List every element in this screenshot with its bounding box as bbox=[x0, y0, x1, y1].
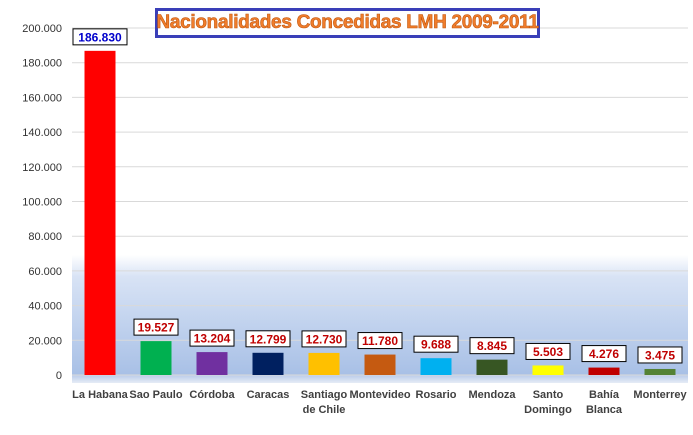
data-label: 11.780 bbox=[357, 332, 403, 350]
bar bbox=[308, 352, 340, 375]
y-tick-label: 60.000 bbox=[28, 266, 62, 278]
data-label-text: 13.204 bbox=[194, 332, 231, 346]
x-tick-label: Santiago bbox=[301, 389, 348, 401]
data-label-box bbox=[301, 330, 347, 348]
bars bbox=[84, 50, 676, 376]
x-tick-label: Monterrey bbox=[633, 389, 687, 401]
data-label-text: 186.830 bbox=[78, 30, 122, 44]
chart-title: Nacionalidades Concedidas LMH 2009-2011 bbox=[156, 12, 539, 34]
bar bbox=[196, 352, 228, 375]
data-label-box bbox=[581, 345, 627, 363]
data-label-box bbox=[245, 330, 291, 348]
data-label: 186.830 bbox=[72, 28, 128, 46]
data-label-box bbox=[133, 318, 179, 336]
data-label-box bbox=[469, 337, 515, 355]
data-label-box bbox=[357, 332, 403, 350]
x-tick-label: La Habana bbox=[72, 389, 129, 401]
x-tick-label: Sao Paulo bbox=[129, 389, 182, 401]
data-label-box bbox=[72, 28, 128, 46]
y-tick-label: 80.000 bbox=[28, 231, 62, 243]
y-tick-label: 100.000 bbox=[22, 197, 62, 209]
bar bbox=[588, 367, 620, 375]
x-tick-label: Blanca bbox=[586, 404, 623, 416]
bar bbox=[644, 368, 676, 375]
chart-title-box: Nacionalidades Concedidas LMH 2009-2011 bbox=[155, 8, 540, 38]
x-tick-label: Mendoza bbox=[468, 389, 516, 401]
x-tick-label: Córdoba bbox=[189, 389, 235, 401]
data-label: 5.503 bbox=[525, 342, 571, 360]
x-tick-label: Caracas bbox=[247, 389, 290, 401]
data-label-text: 4.276 bbox=[589, 347, 619, 361]
data-label-text: 8.845 bbox=[477, 339, 507, 353]
x-tick-label: Montevideo bbox=[349, 389, 410, 401]
bar bbox=[140, 341, 172, 375]
data-label-box bbox=[525, 342, 571, 360]
y-axis: 0 20.000 40.000 60.000 80.000 100.000 120.000 1… bbox=[22, 23, 62, 382]
data-labels: 186.830 19.527 13.204 12.799 12.730 11.780 9.6… bbox=[72, 28, 683, 364]
data-label-text: 9.688 bbox=[421, 338, 451, 352]
y-tick-label: 140.000 bbox=[22, 127, 62, 139]
y-tick-label: 40.000 bbox=[28, 301, 62, 313]
y-tick-label: 200.000 bbox=[22, 23, 62, 35]
data-label-text: 5.503 bbox=[533, 345, 563, 359]
bar bbox=[84, 50, 116, 376]
data-label: 4.276 bbox=[581, 345, 627, 363]
data-label: 9.688 bbox=[413, 335, 459, 353]
data-label-text: 3.475 bbox=[645, 348, 675, 362]
bar bbox=[476, 359, 508, 375]
data-label: 12.730 bbox=[301, 330, 347, 348]
x-tick-label: Santo bbox=[533, 389, 564, 401]
x-tick-label: de Chile bbox=[303, 404, 346, 416]
bar bbox=[252, 352, 284, 375]
y-tick-label: 180.000 bbox=[22, 58, 62, 70]
data-label-text: 11.780 bbox=[362, 334, 398, 348]
x-tick-label: Rosario bbox=[416, 389, 457, 401]
x-axis: La Habana Sao Paulo Córdoba Caracas Santiago… bbox=[72, 389, 687, 416]
bar bbox=[532, 365, 564, 375]
data-label: 3.475 bbox=[637, 346, 683, 364]
y-tick-label: 20.000 bbox=[28, 335, 62, 347]
floor-band bbox=[72, 375, 688, 383]
bar bbox=[364, 354, 396, 375]
data-label-text: 12.730 bbox=[306, 332, 343, 346]
data-label-box bbox=[637, 346, 683, 364]
x-tick-label: Bahía bbox=[589, 389, 620, 401]
y-tick-label: 160.000 bbox=[22, 92, 62, 104]
y-tick-label: 120.000 bbox=[22, 162, 62, 174]
data-label: 19.527 bbox=[133, 318, 179, 336]
data-label-box bbox=[413, 335, 459, 353]
data-label: 12.799 bbox=[245, 330, 291, 348]
data-label-text: 12.799 bbox=[250, 332, 287, 346]
data-label: 13.204 bbox=[189, 329, 235, 347]
x-tick-label: Domingo bbox=[524, 404, 572, 416]
data-label: 8.845 bbox=[469, 337, 515, 355]
bar bbox=[420, 358, 452, 375]
data-label-box bbox=[189, 329, 235, 347]
data-label-text: 19.527 bbox=[138, 321, 175, 335]
y-tick-label: 0 bbox=[56, 370, 62, 382]
